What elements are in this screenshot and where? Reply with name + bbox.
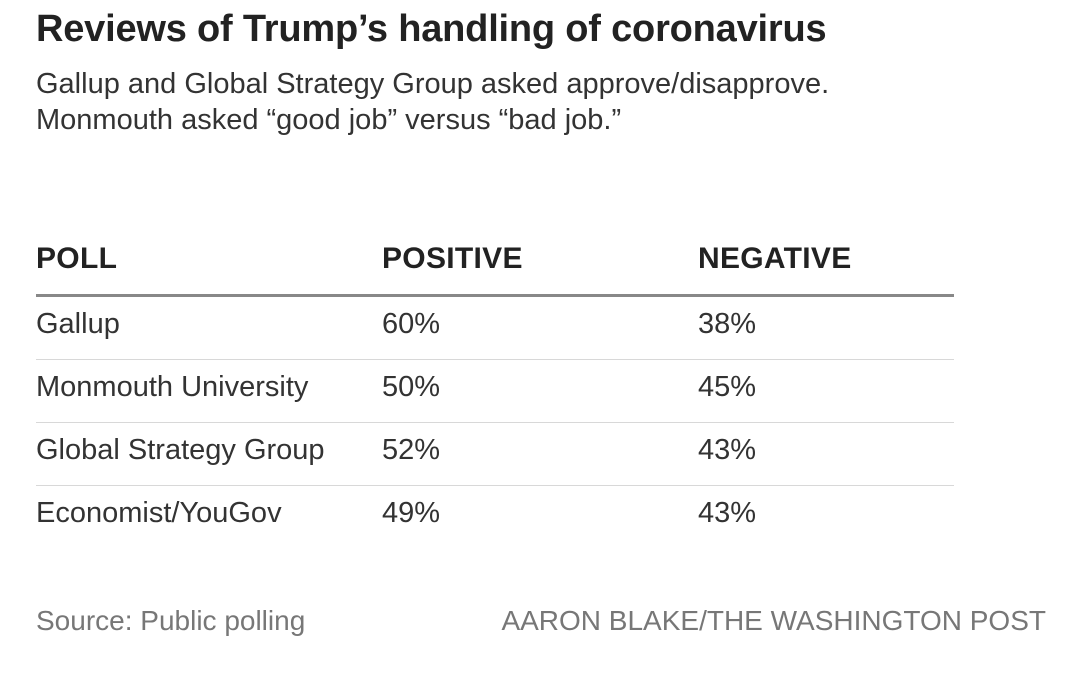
source-note: Source: Public polling bbox=[36, 605, 306, 636]
poll-name: Monmouth University bbox=[36, 371, 309, 403]
table-row: Economist/YouGov 49% 43% bbox=[36, 486, 954, 548]
positive-value: 50% bbox=[382, 371, 441, 403]
negative-value: 38% bbox=[698, 308, 757, 340]
table-row: Global Strategy Group 52% 43% bbox=[36, 423, 954, 486]
positive-value: 60% bbox=[382, 308, 441, 340]
table-header: POLL POSITIVE NEGATIVE bbox=[36, 238, 954, 297]
chart-subtitle: Gallup and Global Strategy Group asked a… bbox=[36, 66, 829, 138]
subtitle-line-1: Gallup and Global Strategy Group asked a… bbox=[36, 68, 830, 100]
credit-line: AARON BLAKE/THE WASHINGTON POST bbox=[501, 605, 1046, 636]
table-row: Monmouth University 50% 45% bbox=[36, 360, 954, 423]
chart-title: Reviews of Trump’s handling of coronavir… bbox=[36, 8, 827, 50]
negative-value: 43% bbox=[698, 497, 757, 529]
poll-table: POLL POSITIVE NEGATIVE Gallup 60% 38% Mo… bbox=[36, 238, 954, 548]
positive-value: 49% bbox=[382, 497, 441, 529]
header-positive: POSITIVE bbox=[382, 242, 523, 275]
header-poll: POLL bbox=[36, 242, 118, 275]
table-row: Gallup 60% 38% bbox=[36, 297, 954, 360]
negative-value: 45% bbox=[698, 371, 757, 403]
poll-name: Gallup bbox=[36, 308, 120, 340]
poll-name: Global Strategy Group bbox=[36, 434, 325, 466]
negative-value: 43% bbox=[698, 434, 757, 466]
positive-value: 52% bbox=[382, 434, 441, 466]
header-negative: NEGATIVE bbox=[698, 242, 852, 275]
subtitle-line-2: Monmouth asked “good job” versus “bad jo… bbox=[36, 104, 622, 136]
poll-name: Economist/YouGov bbox=[36, 497, 282, 529]
